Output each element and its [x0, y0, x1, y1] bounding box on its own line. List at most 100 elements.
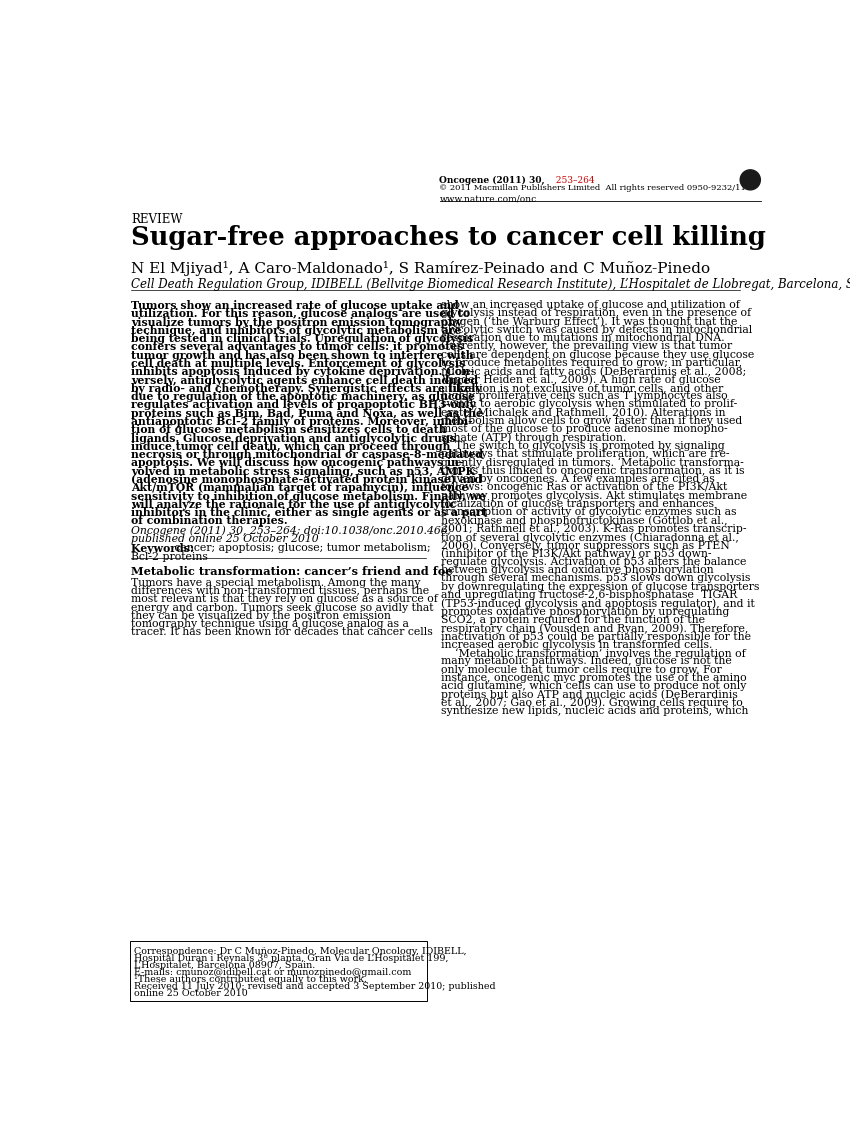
Text: oxygen (‘the Warburg Effect’). It was thought that the: oxygen (‘the Warburg Effect’). It was th… [441, 316, 738, 327]
Text: many metabolic pathways. Indeed, glucose is not the: many metabolic pathways. Indeed, glucose… [441, 656, 732, 666]
Text: inhibits apoptosis induced by cytokine deprivation. Con-: inhibits apoptosis induced by cytokine d… [131, 366, 474, 377]
Text: erate (Michalek and Rathmell, 2010). Alterations in: erate (Michalek and Rathmell, 2010). Alt… [441, 408, 726, 418]
Text: promotes oxidative phosphorylation by upregulating: promotes oxidative phosphorylation by up… [441, 606, 729, 616]
Text: Correspondence: Dr C Muñoz-Pinedo, Molecular Oncology, IDIBELL,: Correspondence: Dr C Muñoz-Pinedo, Molec… [134, 946, 467, 955]
Text: nucleic acids and fatty acids (DeBerardinis et al., 2008;: nucleic acids and fatty acids (DeBerardi… [441, 366, 746, 377]
Text: cells are dependent on glucose because they use glucose: cells are dependent on glucose because t… [441, 350, 754, 359]
Text: most of the glucose to produce adenosine monopho-: most of the glucose to produce adenosine… [441, 424, 728, 434]
Text: Metabolic transformation: cancer’s friend and foe: Metabolic transformation: cancer’s frien… [131, 566, 453, 577]
Text: www.nature.com/onc: www.nature.com/onc [439, 195, 536, 204]
Text: volved in metabolic stress signaling, such as p53, AMPK: volved in metabolic stress signaling, su… [131, 466, 475, 477]
Text: versely, antiglycolytic agents enhance cell death induced: versely, antiglycolytic agents enhance c… [131, 375, 478, 385]
Text: N El Mjiyad¹, A Caro-Maldonado¹, S Ramírez-Peinado and C Muñoz-Pinedo: N El Mjiyad¹, A Caro-Maldonado¹, S Ramír… [131, 262, 710, 276]
Text: Hospital Duran i Reynals 3ª planta, Gran Via de L’Hospitalet 199,: Hospital Duran i Reynals 3ª planta, Gran… [134, 954, 449, 963]
Text: online 25 October 2010: online 25 October 2010 [134, 989, 248, 998]
Text: synthesize new lipids, nucleic acids and proteins, which: synthesize new lipids, nucleic acids and… [441, 706, 748, 716]
Text: tomography technique using a glucose analog as a: tomography technique using a glucose ana… [131, 620, 409, 629]
Text: necrosis or through mitochondrial or caspase-8-mediated: necrosis or through mitochondrial or cas… [131, 449, 483, 460]
Text: confers several advantages to tumor cells: it promotes: confers several advantages to tumor cell… [131, 341, 463, 352]
Text: instance, oncogenic myc promotes the use of the amino: instance, oncogenic myc promotes the use… [441, 673, 746, 683]
Text: follows: oncogenic Ras or activation of the PI3K/Akt: follows: oncogenic Ras or activation of … [441, 483, 728, 493]
Text: to produce metabolites required to grow; in particular,: to produce metabolites required to grow;… [441, 358, 742, 368]
Text: tion of glucose metabolism sensitizes cells to death: tion of glucose metabolism sensitizes ce… [131, 424, 446, 435]
Text: respiration due to mutations in mitochondrial DNA.: respiration due to mutations in mitochon… [441, 333, 725, 343]
Text: hexokinase and phosphofructokinase (Gottlob et al.,: hexokinase and phosphofructokinase (Gott… [441, 516, 728, 526]
Text: utilization is not exclusive of tumor cells, and other: utilization is not exclusive of tumor ce… [441, 383, 723, 393]
Text: metabolism allow cells to grow faster than if they used: metabolism allow cells to grow faster th… [441, 416, 742, 426]
Text: sensitivity to inhibition of glucose metabolism. Finally, we: sensitivity to inhibition of glucose met… [131, 491, 486, 502]
Text: ligands. Glucose deprivation and antiglycolytic drugs: ligands. Glucose deprivation and antigly… [131, 433, 456, 444]
Text: being tested in clinical trials. Upregulation of glycolysis: being tested in clinical trials. Upregul… [131, 333, 473, 344]
Text: proteins but also ATP and nucleic acids (DeBerardinis: proteins but also ATP and nucleic acids … [441, 690, 738, 700]
Text: REVIEW: REVIEW [131, 213, 183, 225]
Text: npg: npg [742, 176, 758, 185]
Text: sphate (ATP) through respiration.: sphate (ATP) through respiration. [441, 433, 626, 443]
Text: due to regulation of the apoptotic machinery, as glucose: due to regulation of the apoptotic machi… [131, 391, 475, 402]
Text: between glycolysis and oxidative phosphorylation: between glycolysis and oxidative phospho… [441, 565, 714, 576]
Text: Received 11 July 2010; revised and accepted 3 September 2010; published: Received 11 July 2010; revised and accep… [134, 982, 496, 991]
Text: 253–264: 253–264 [553, 176, 595, 185]
FancyBboxPatch shape [129, 942, 427, 1002]
Text: switch to aerobic glycolysis when stimulated to prolif-: switch to aerobic glycolysis when stimul… [441, 400, 737, 409]
Text: induce tumor cell death, which can proceed through: induce tumor cell death, which can proce… [131, 441, 450, 452]
Text: increased aerobic glycolysis in transformed cells.: increased aerobic glycolysis in transfor… [441, 640, 712, 650]
Text: show an increased uptake of glucose and utilization of: show an increased uptake of glucose and … [441, 300, 740, 310]
Text: 2006). Conversely, tumor suppressors such as PTEN: 2006). Conversely, tumor suppressors suc… [441, 540, 730, 551]
Text: Oncogene (2011) 30,: Oncogene (2011) 30, [439, 176, 545, 185]
Text: et al., 2007; Gao et al., 2009). Growing cells require to: et al., 2007; Gao et al., 2009). Growing… [441, 698, 743, 708]
Text: most relevant is that they rely on glucose as a source of: most relevant is that they rely on gluco… [131, 595, 438, 604]
Text: SCO2, a protein required for the function of the: SCO2, a protein required for the functio… [441, 615, 705, 625]
Text: energy and carbon. Tumors seek glucose so avidly that: energy and carbon. Tumors seek glucose s… [131, 603, 434, 613]
Text: respiratory chain (Vousden and Ryan, 2009). Therefore,: respiratory chain (Vousden and Ryan, 200… [441, 623, 748, 633]
Text: glycolytic switch was caused by defects in mitochondrial: glycolytic switch was caused by defects … [441, 325, 752, 335]
Text: quently disregulated in tumors. ‘Metabolic transforma-: quently disregulated in tumors. ‘Metabol… [441, 458, 744, 468]
Text: of combination therapies.: of combination therapies. [131, 516, 287, 527]
Text: ‘Metabolic transformation’ involves the regulation of: ‘Metabolic transformation’ involves the … [441, 648, 745, 659]
Text: 2001; Rathmell et al., 2003). K-Ras promotes transcrip-: 2001; Rathmell et al., 2003). K-Ras prom… [441, 523, 746, 535]
Text: apoptosis. We will discuss how oncogenic pathways in-: apoptosis. We will discuss how oncogenic… [131, 458, 463, 468]
Text: (TP53-induced glycolysis and apoptosis regulator), and it: (TP53-induced glycolysis and apoptosis r… [441, 598, 755, 608]
Text: inactivation of p53 could be partially responsible for the: inactivation of p53 could be partially r… [441, 631, 751, 641]
Text: Oncogene (2011) 30, 253–264; doi:10.1038/onc.2010.466;: Oncogene (2011) 30, 253–264; doi:10.1038… [131, 526, 451, 536]
Text: antiapoptotic Bcl-2 family of proteins. Moreover, inhibi-: antiapoptotic Bcl-2 family of proteins. … [131, 416, 473, 427]
Text: by radio- and chemotherapy. Synergistic effects are likely: by radio- and chemotherapy. Synergistic … [131, 383, 482, 394]
Text: pathway promotes glycolysis. Akt stimulates membrane: pathway promotes glycolysis. Akt stimula… [441, 491, 747, 501]
Text: © 2011 Macmillan Publishers Limited  All rights reserved 0950-9232/11: © 2011 Macmillan Publishers Limited All … [439, 185, 746, 193]
Text: highly proliferative cells such as T lymphocytes also: highly proliferative cells such as T lym… [441, 391, 728, 401]
Text: regulate glycolysis. Activation of p53 alters the balance: regulate glycolysis. Activation of p53 a… [441, 557, 746, 566]
Text: will analyze the rationale for the use of antiglycolytic: will analyze the rationale for the use o… [131, 499, 456, 510]
Text: cancer; apoptosis; glucose; tumor metabolism;: cancer; apoptosis; glucose; tumor metabo… [172, 544, 431, 553]
Text: pathways that stimulate proliferation, which are fre-: pathways that stimulate proliferation, w… [441, 449, 729, 459]
Text: localization of glucose transporters and enhances: localization of glucose transporters and… [441, 499, 714, 509]
Text: inhibitors in the clinic, either as single agents or as a part: inhibitors in the clinic, either as sing… [131, 508, 487, 518]
Text: ¹These authors contributed equally to this work.: ¹These authors contributed equally to th… [134, 974, 367, 983]
Text: utilization. For this reason, glucose analogs are used to: utilization. For this reason, glucose an… [131, 308, 470, 320]
Circle shape [740, 170, 761, 190]
Text: technique, and inhibitors of glycolytic metabolism are: technique, and inhibitors of glycolytic … [131, 325, 462, 335]
Text: The switch to glycolysis is promoted by signaling: The switch to glycolysis is promoted by … [441, 441, 725, 451]
Text: transcription or activity of glycolytic enzymes such as: transcription or activity of glycolytic … [441, 508, 737, 517]
Text: through several mechanisms. p53 slows down glycolysis: through several mechanisms. p53 slows do… [441, 573, 751, 583]
Text: Currently, however, the prevailing view is that tumor: Currently, however, the prevailing view … [441, 341, 732, 351]
Text: they can be visualized by the positron emission: they can be visualized by the positron e… [131, 611, 391, 621]
Text: Akt/mTOR (mammalian target of rapamycin), influence: Akt/mTOR (mammalian target of rapamycin)… [131, 483, 468, 493]
Text: Tumors show an increased rate of glucose uptake and: Tumors show an increased rate of glucose… [131, 300, 459, 310]
Text: tion’ is thus linked to oncogenic transformation, as it is: tion’ is thus linked to oncogenic transf… [441, 466, 745, 476]
Text: regulates activation and levels of proapoptotic BH3-only: regulates activation and levels of proap… [131, 400, 476, 410]
Text: by downregulating the expression of glucose transporters: by downregulating the expression of gluc… [441, 581, 759, 591]
Text: (adenosine monophosphate-activated protein kinase) and: (adenosine monophosphate-activated prote… [131, 474, 482, 485]
Text: tracer. It has been known for decades that cancer cells: tracer. It has been known for decades th… [131, 628, 433, 638]
Text: proteins such as Bim, Bad, Puma and Noxa, as well as the: proteins such as Bim, Bad, Puma and Noxa… [131, 408, 483, 419]
Text: Vander Heiden et al., 2009). A high rate of glucose: Vander Heiden et al., 2009). A high rate… [441, 375, 721, 385]
Text: glycolysis instead of respiration, even in the presence of: glycolysis instead of respiration, even … [441, 308, 751, 318]
Text: E-mails: cmunoz@idibell.cat or munozpinedo@gmail.com: E-mails: cmunoz@idibell.cat or munozpine… [134, 968, 411, 977]
Text: published online 25 October 2010: published online 25 October 2010 [131, 534, 319, 544]
Text: Bcl-2 proteins: Bcl-2 proteins [131, 552, 208, 562]
Text: (inhibitor of the PI3K/Akt pathway) or p53 down-: (inhibitor of the PI3K/Akt pathway) or p… [441, 548, 711, 560]
Text: driven by oncogenes. A few examples are cited as: driven by oncogenes. A few examples are … [441, 474, 715, 484]
Text: visualize tumors by the positron emission tomography: visualize tumors by the positron emissio… [131, 316, 462, 327]
Text: cell death at multiple levels. Enforcement of glycolysis: cell death at multiple levels. Enforceme… [131, 358, 465, 369]
Text: Keywords:: Keywords: [131, 544, 198, 554]
Text: and upregulating fructose-2,6-bisphosphatase  TIGAR: and upregulating fructose-2,6-bisphospha… [441, 590, 737, 600]
Text: L’Hospitalet, Barcelona 08907, Spain.: L’Hospitalet, Barcelona 08907, Spain. [134, 961, 315, 970]
